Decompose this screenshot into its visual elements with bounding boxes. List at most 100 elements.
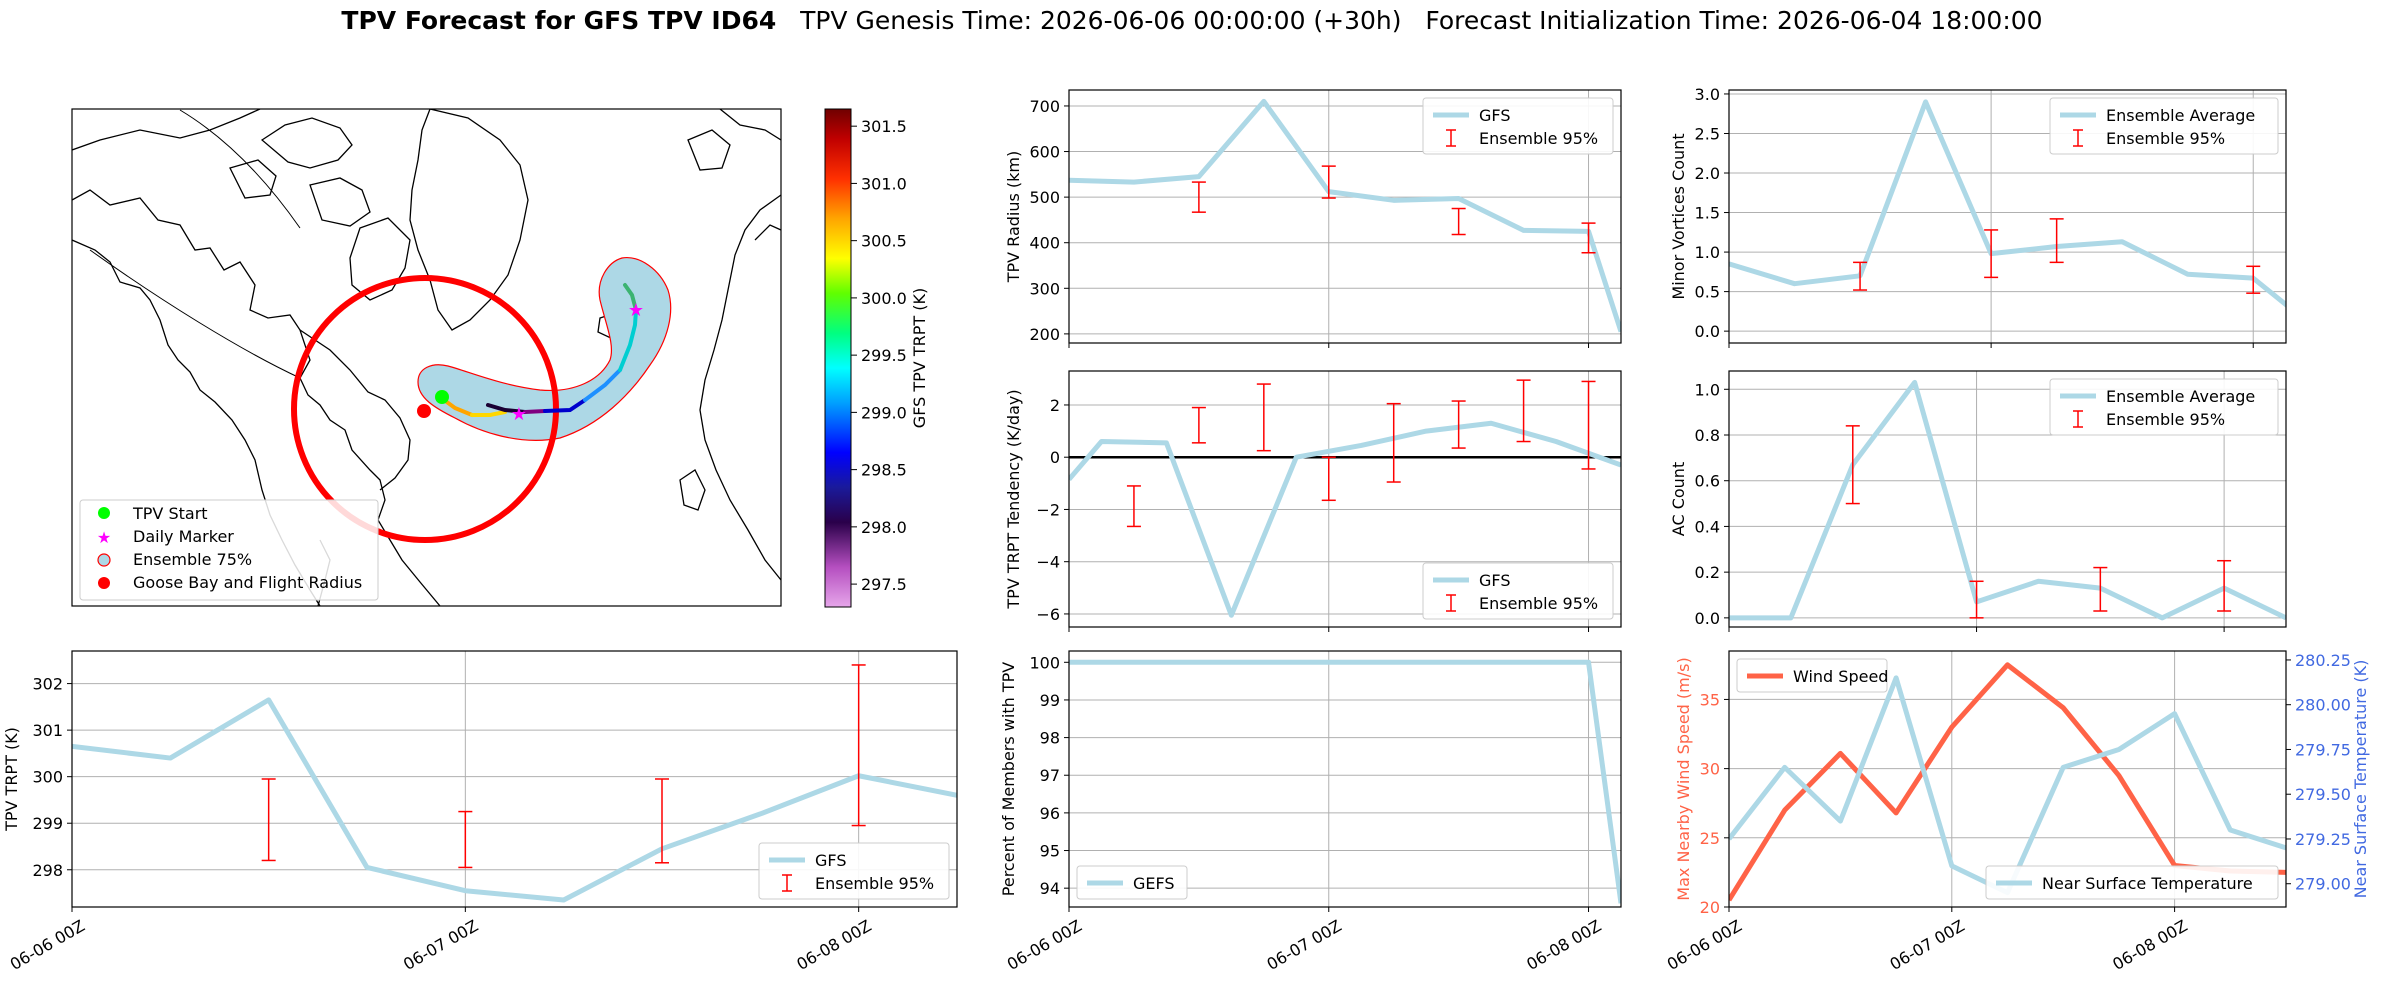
members-ytick-label: 99 xyxy=(1040,691,1060,710)
chart-tendency: −6 −4 −2 0 2 TPV TRPT Tendency (K/day) GFS Ense… xyxy=(1004,370,1622,632)
track-seg-2 xyxy=(470,410,507,417)
legend-daily-icon: ★ xyxy=(97,528,111,547)
wind-legend-label: Near Surface Temperature xyxy=(2042,874,2253,893)
wind-legend-box xyxy=(1985,865,2279,900)
trpt-ytick-label: 301 xyxy=(32,721,63,740)
trpt-ytick-label: 302 xyxy=(32,675,63,694)
wind-xtick-label: 06-07 00Z xyxy=(1887,916,1968,974)
ac-legend-label: Ensemble Average xyxy=(2106,387,2255,406)
members-ytick-label: 95 xyxy=(1040,842,1060,861)
ensemble-95-errorbar xyxy=(2217,559,2232,612)
members-xtick-label: 06-08 00Z xyxy=(1523,916,1604,974)
colorbar-tick-label: 301.0 xyxy=(861,174,907,193)
ensemble-95-errorbar xyxy=(1256,383,1271,452)
ac-legend-box xyxy=(2049,378,2279,436)
tendency-legend: GFS Ensemble 95% xyxy=(1422,562,1614,620)
tpv-start-marker xyxy=(435,390,449,404)
wind-frame xyxy=(1728,650,2287,908)
chart-trpt: 298 299 300 301 302 06-06 00Z 06-07 00Z 06-08 0… xyxy=(2,650,958,974)
wind-ylabel: Max Nearby Wind Speed (m/s) xyxy=(1674,657,1693,900)
radius-ytick-label: 300 xyxy=(1029,279,1060,298)
series-line-gfs xyxy=(72,697,957,903)
legend-ensemble-icon xyxy=(97,553,111,567)
trpt-ytick-label: 300 xyxy=(32,768,63,787)
coastline-greenland xyxy=(409,109,529,331)
members-xtick-label: 06-06 00Z xyxy=(1004,916,1085,974)
minor-marks xyxy=(1729,99,2286,308)
members-frame xyxy=(1068,650,1622,908)
members-ytick-label: 98 xyxy=(1040,729,1060,748)
tendency-legend-label: Ensemble 95% xyxy=(1479,594,1598,613)
lat-circle-arc xyxy=(179,109,301,229)
minor-ylabel: Minor Vortices Count xyxy=(1669,133,1688,299)
ensemble-95-errorbar xyxy=(655,778,669,864)
colorbar-ticks: 301.5 301.0 300.5 300.0 299.5 299.0 298.5 298.0… xyxy=(851,117,907,594)
tendency-legend-box xyxy=(1422,562,1614,620)
wind-ytick-label: 35 xyxy=(1700,690,1720,709)
ac-ytick-label: 0.6 xyxy=(1695,472,1720,491)
ac-frame xyxy=(1728,370,2287,628)
members-ytick-label: 100 xyxy=(1029,653,1060,672)
ensemble-95-errorbar xyxy=(1969,580,1984,619)
radius-ytick-label: 600 xyxy=(1029,143,1060,162)
ensemble-95-errorbar xyxy=(2049,218,2064,264)
legend-goose-icon xyxy=(98,577,110,589)
trpt-legend-label: Ensemble 95% xyxy=(815,874,934,893)
minor-ytick-label: 2.0 xyxy=(1695,164,1720,183)
wind-ytick-right-label: 279.50 xyxy=(2295,785,2351,804)
ensemble-95-errorbar xyxy=(1845,425,1860,505)
colorbar-tick-label: 299.0 xyxy=(861,403,907,422)
colorbar-tick-label: 300.5 xyxy=(861,232,907,251)
coastline-islands-2 xyxy=(309,177,371,227)
tendency-legend-label: GFS xyxy=(1479,571,1510,590)
chart-minor: 0.0 0.5 1.0 1.5 2.0 2.5 3.0 Minor Vortices Coun… xyxy=(1669,85,2287,348)
track-seg-5 xyxy=(543,398,587,413)
ensemble-95-errorbar xyxy=(1581,222,1596,254)
ac-legend: Ensemble Average Ensemble 95% xyxy=(2049,378,2279,436)
members-legend: GEFS xyxy=(1076,865,1188,900)
map-panel: ★ ★ TPV Start ★ Daily Marker Ensemble 75… xyxy=(71,108,929,608)
tendency-marks xyxy=(1069,379,1621,618)
trpt-legend-box xyxy=(758,842,950,900)
coastline-british-isles xyxy=(679,469,706,511)
members-xtick-label: 06-07 00Z xyxy=(1263,916,1344,974)
daily-marker-star-2: ★ xyxy=(628,300,644,321)
goose-bay-marker xyxy=(417,404,431,418)
coastline-arctic-archipelago xyxy=(72,109,261,151)
coastline-labrador xyxy=(299,329,411,491)
ensemble-95-errorbar xyxy=(1853,261,1868,291)
minor-ytick-label: 1.5 xyxy=(1695,204,1720,223)
coastline-north-america xyxy=(72,189,441,606)
radius-legend-label: Ensemble 95% xyxy=(1479,129,1598,148)
ensemble-95-errorbar xyxy=(1321,456,1336,502)
wind-legend-box xyxy=(1736,658,1888,693)
colorbar-label: GFS TPV TRPT (K) xyxy=(910,288,929,428)
wind-ytick-label: 20 xyxy=(1700,898,1720,917)
wind-legend-label: Wind Speed xyxy=(1793,667,1888,686)
tendency-ytick-label: −4 xyxy=(1036,553,1060,572)
track-seg-8 xyxy=(623,283,638,312)
ensemble-95-errorbar xyxy=(1581,380,1596,470)
colorbar-tick-label: 298.5 xyxy=(861,461,907,480)
wind-ytick-label: 25 xyxy=(1700,829,1720,848)
track-seg-6 xyxy=(583,368,622,402)
series-line-gfs xyxy=(1069,98,1621,333)
minor-legend: Ensemble Average Ensemble 95% xyxy=(2049,97,2279,155)
radius-legend-label: GFS xyxy=(1479,106,1510,125)
wind-ytick-right-label: 279.25 xyxy=(2295,830,2351,849)
radius-ylabel: TPV Radius (km) xyxy=(1004,151,1023,284)
legend-start-label: TPV Start xyxy=(132,504,208,523)
ac-legend-label: Ensemble 95% xyxy=(2106,410,2225,429)
tendency-frame xyxy=(1068,370,1622,628)
chart-radius: 200 300 400 500 600 700 TPV Radius (km) GFS Ense… xyxy=(1004,89,1622,348)
wind-plot-area xyxy=(1729,651,2286,907)
legend-start-icon xyxy=(98,507,110,519)
series-line-ensemble-average xyxy=(1729,99,2286,308)
coastline-europe-north xyxy=(719,109,781,141)
members-ytick-label: 94 xyxy=(1040,879,1060,898)
minor-legend-label: Ensemble Average xyxy=(2106,106,2255,125)
coastline-nova-zembla xyxy=(754,224,781,241)
ensemble-95-errorbar xyxy=(1126,485,1141,528)
